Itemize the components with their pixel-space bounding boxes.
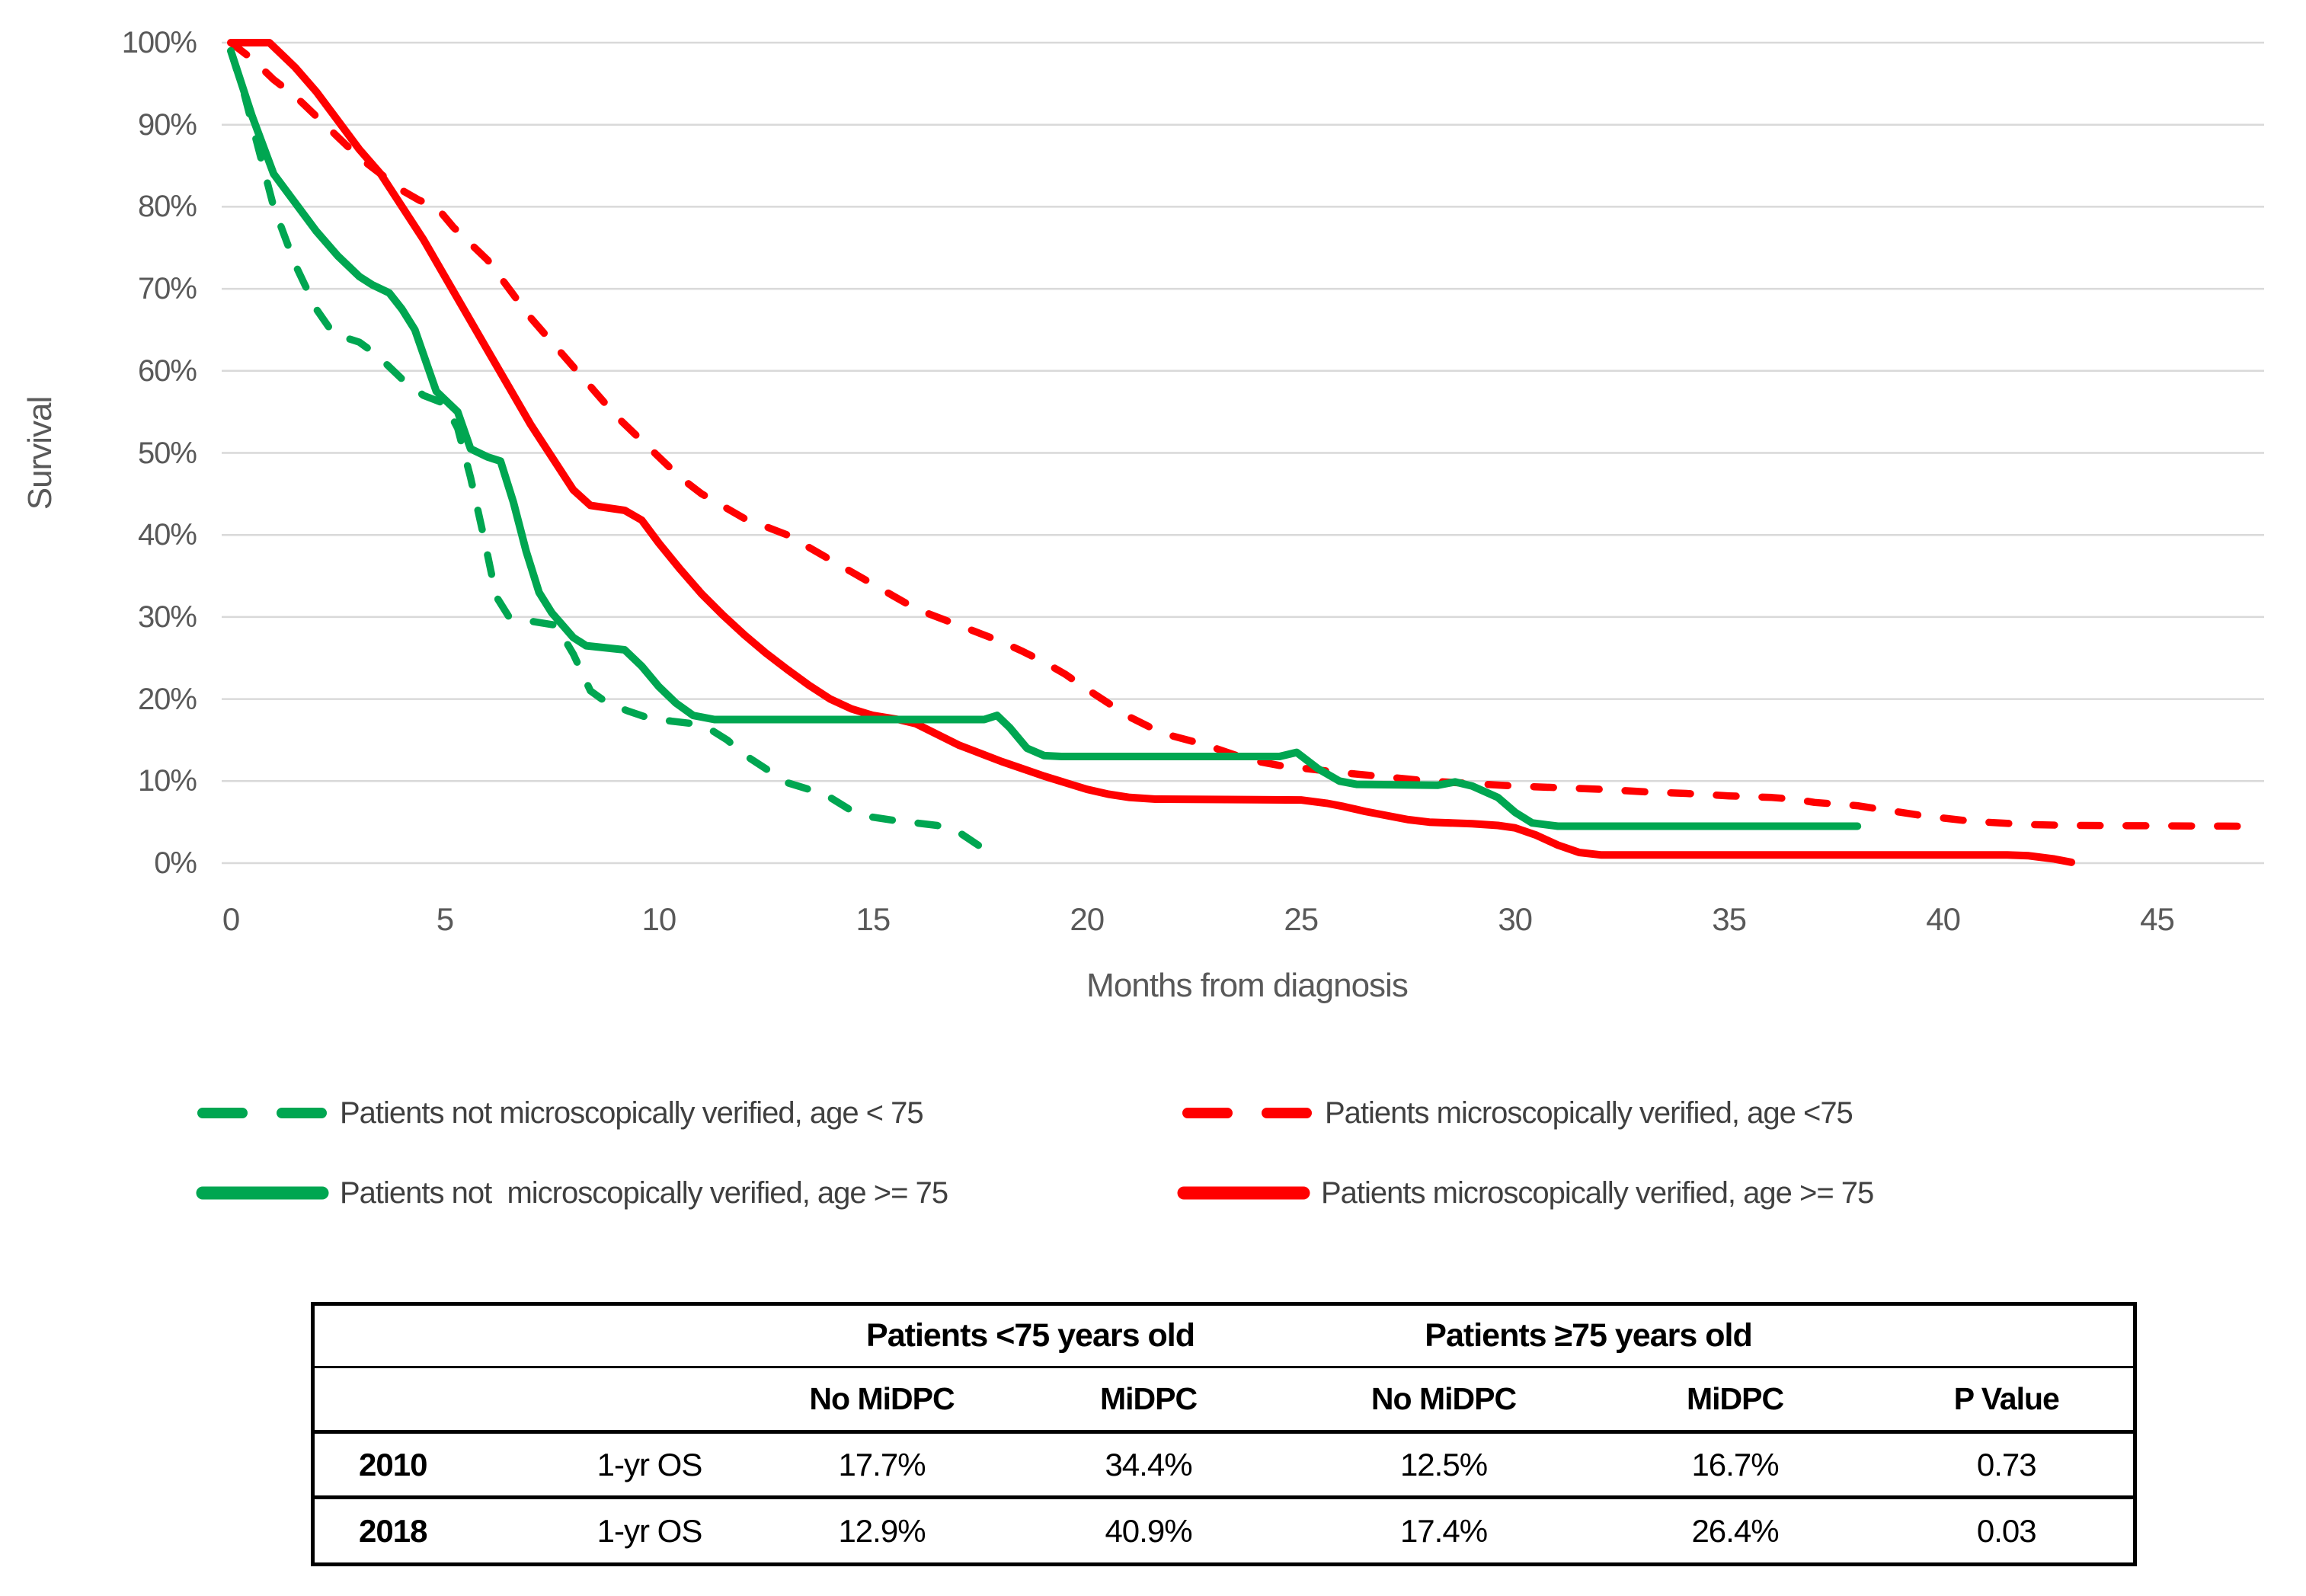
table-measure: 1-yr OS: [596, 1512, 703, 1549]
curve-red-dashed: [227, 39, 2247, 830]
x-tick-label: 5: [436, 901, 454, 937]
table-value: 26.4%: [1691, 1512, 1779, 1549]
x-tick-label: 35: [1712, 901, 1747, 937]
legend-label: Patients not microscopically verified, a…: [340, 1096, 924, 1130]
y-tick-label: 10%: [137, 764, 197, 798]
table-subheader: MiDPC: [1590, 1367, 1880, 1434]
table-row-2018: 2018 1-yr OS 12.9% 40.9% 17.4% 26.4% 0.0…: [313, 1498, 2135, 1565]
y-tick-label: 30%: [137, 600, 197, 634]
table-subheader: No MiDPC: [763, 1367, 1000, 1434]
y-tick-label: 20%: [137, 682, 197, 716]
table-subheader-row: No MiDPC MiDPC No MiDPC MiDPC P Value: [312, 1367, 2135, 1434]
x-axis-title: Months from diagnosis: [1086, 967, 1409, 1004]
survival-chart: Survival 0% 10% 20% 30% 40% 50% 60% 70% 80% 90% 10…: [21, 26, 2264, 1211]
table-year: 2010: [312, 1431, 536, 1499]
x-tick-label: 25: [1284, 901, 1319, 937]
legend-label: Patients not microscopically verified, a…: [340, 1176, 948, 1210]
table-subheader: No MiDPC: [1297, 1367, 1591, 1434]
table-group-header-lt75: Patients <75 years old: [763, 1303, 1297, 1368]
table-value: 40.9%: [1105, 1512, 1192, 1549]
table-cell-empty: [1879, 1303, 2135, 1368]
x-tick-label: 30: [1498, 901, 1533, 937]
table-cell-empty: [312, 1367, 536, 1434]
y-tick-label: 90%: [137, 107, 197, 142]
table-measure: 1-yr OS: [535, 1431, 764, 1499]
x-tick-label: 10: [641, 901, 677, 937]
y-tick-label: 70%: [137, 272, 197, 306]
y-tick-label: 60%: [137, 353, 197, 388]
y-tick-label: 0%: [154, 846, 197, 880]
y-tick-label: 50%: [137, 436, 197, 470]
table-row-2010: 2010 1-yr OS 17.7% 34.4% 12.5% 16.7% 0.7…: [312, 1431, 2135, 1499]
x-tick-label: 40: [1926, 901, 1961, 937]
y-tick-label: 80%: [137, 190, 197, 224]
legend-label: Patients microscopically verified, age <…: [1325, 1096, 1853, 1130]
table-subheader: MiDPC: [999, 1367, 1297, 1434]
legend-item-red-dashed: Patients microscopically verified, age <…: [1181, 1095, 1853, 1131]
table-cell-empty: [535, 1367, 764, 1434]
x-tick-label: 15: [856, 901, 891, 937]
y-tick-label: 40%: [137, 518, 197, 552]
legend-item-red-solid: Patients microscopically verified, age >…: [1177, 1175, 1874, 1211]
table-subheader: P Value: [1879, 1367, 2135, 1434]
curve-green-dashed: [227, 47, 996, 859]
table-cell-empty: [312, 1303, 764, 1368]
legend-key-red-dashed-icon: [1182, 1108, 1313, 1118]
legend-label: Patients microscopically verified, age >…: [1321, 1176, 1874, 1210]
curve-green-solid: [227, 46, 1862, 830]
table-value: 17.7%: [763, 1431, 1000, 1499]
table-value: 0.73: [1879, 1431, 2135, 1499]
y-tick-label: 100%: [121, 26, 197, 59]
table-value: 16.7%: [1590, 1431, 1880, 1499]
results-table: Patients <75 years old Patients ≥75 year…: [311, 1302, 2138, 1566]
table-year: 2018: [359, 1512, 427, 1549]
table-value: 12.5%: [1297, 1431, 1591, 1499]
table-value: 0.03: [1976, 1512, 2037, 1549]
x-tick-label: 20: [1070, 901, 1105, 937]
x-tick-label: 45: [2140, 901, 2175, 937]
legend-key-red-solid-icon: [1177, 1186, 1310, 1200]
x-tick-label: 0: [222, 901, 240, 937]
legend-key-green-dashed-icon: [197, 1108, 328, 1118]
legend-item-green-dashed: Patients not microscopically verified, a…: [196, 1095, 924, 1131]
legend-item-green-solid: Patients not microscopically verified, a…: [196, 1175, 948, 1211]
table-value: 17.4%: [1399, 1512, 1488, 1549]
table-group-header-gte75: Patients ≥75 years old: [1297, 1303, 1880, 1368]
table-value: 34.4%: [999, 1431, 1297, 1499]
table-value: 12.9%: [838, 1512, 926, 1549]
plot-svg: [222, 39, 2264, 866]
legend-key-green-solid-icon: [196, 1186, 329, 1200]
table-group-header-row: Patients <75 years old Patients ≥75 year…: [312, 1303, 2135, 1368]
